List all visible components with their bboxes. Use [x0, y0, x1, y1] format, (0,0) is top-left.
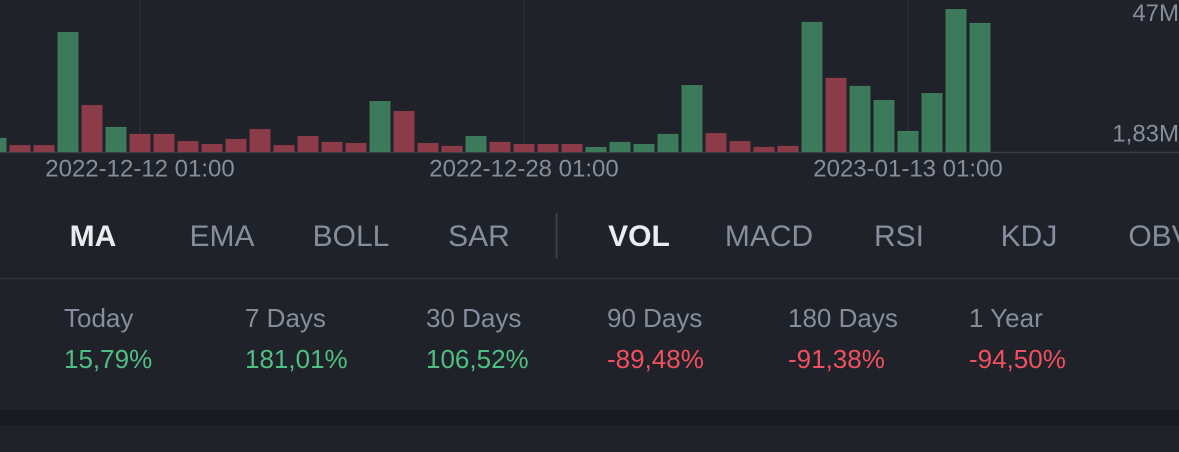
stat-label: 30 Days — [426, 303, 521, 333]
indicator-tab[interactable]: MA — [70, 220, 117, 253]
bar — [801, 21, 823, 152]
bar — [657, 133, 679, 152]
bar — [393, 110, 415, 152]
bar — [681, 85, 703, 152]
bar — [849, 85, 871, 152]
bar — [249, 129, 271, 152]
bar — [273, 145, 295, 152]
secondary-tab[interactable]: RSI — [874, 220, 924, 253]
bar — [825, 77, 847, 152]
secondary-tab[interactable]: KDJ — [1001, 220, 1058, 253]
bar — [177, 141, 199, 152]
bar — [945, 9, 967, 153]
indicator-tab[interactable]: BOLL — [313, 220, 390, 253]
bar — [57, 32, 79, 152]
bar — [585, 146, 607, 152]
bar — [777, 145, 799, 152]
bar — [513, 144, 535, 152]
bar — [321, 141, 343, 152]
stat-value: 181,01% — [245, 344, 348, 374]
bar — [201, 144, 223, 152]
stat-value: -91,38% — [788, 344, 885, 374]
stat-value: -89,48% — [607, 344, 704, 374]
bar — [609, 141, 631, 152]
stat-value: 15,79% — [64, 344, 152, 374]
stat-label: Today — [64, 303, 133, 333]
x-tick-label: 2022-12-12 01:00 — [45, 155, 235, 182]
y-tick-label: 1,83M — [1112, 120, 1179, 147]
indicator-tab[interactable]: EMA — [189, 220, 254, 253]
bar — [81, 105, 103, 152]
bar — [0, 137, 7, 152]
bar — [753, 146, 775, 152]
bar — [33, 145, 55, 152]
y-tick-label: 47M — [1132, 0, 1179, 27]
stat-label: 90 Days — [607, 303, 702, 333]
bar — [369, 101, 391, 152]
bar — [417, 142, 439, 152]
bar — [873, 100, 895, 152]
bar — [561, 144, 583, 152]
bar — [153, 133, 175, 152]
secondary-tab[interactable]: OBV — [1128, 220, 1179, 253]
bar — [705, 133, 727, 152]
bar — [969, 22, 991, 152]
bar — [9, 145, 31, 152]
bar — [441, 145, 463, 152]
bar — [297, 136, 319, 152]
stat-label: 1 Year — [969, 303, 1043, 333]
bar — [921, 93, 943, 152]
bar — [465, 136, 487, 152]
secondary-tab[interactable]: MACD — [725, 220, 813, 253]
stat-value: 106,52% — [426, 344, 529, 374]
x-tick-label: 2023-01-13 01:00 — [813, 155, 1003, 182]
bar — [345, 142, 367, 152]
secondary-tab[interactable]: VOL — [608, 220, 670, 253]
stat-value: -94,50% — [969, 344, 1066, 374]
bar — [897, 130, 919, 152]
bar — [729, 141, 751, 152]
bar — [105, 126, 127, 152]
indicator-tab[interactable]: SAR — [448, 220, 510, 253]
stat-label: 180 Days — [788, 303, 898, 333]
bar — [225, 138, 247, 152]
bar — [633, 144, 655, 152]
bar — [537, 144, 559, 152]
bar — [129, 133, 151, 152]
bar — [489, 141, 511, 152]
x-tick-label: 2022-12-28 01:00 — [429, 155, 619, 182]
footer-strip — [0, 410, 1179, 425]
stat-label: 7 Days — [245, 303, 326, 333]
